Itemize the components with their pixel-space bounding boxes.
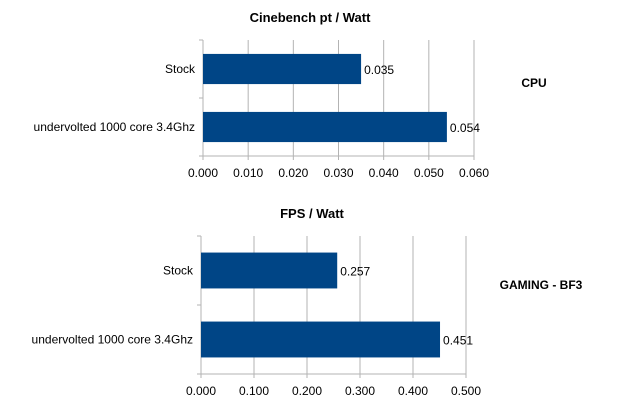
gaming-x-tick-label: 0.200 [292, 384, 322, 398]
cpu-x-tick-label: 0.020 [278, 166, 308, 180]
chart-cpu-plot: 0.000 0.010 0.020 0.030 0.040 0.050 0.060 Stock… [34, 39, 489, 180]
chart-cpu-title: Cinebench pt / Watt [250, 10, 372, 25]
chart-gaming-plot: 0.000 0.100 0.200 0.300 0.400 0.500 Stock 0.257… [32, 235, 481, 398]
cpu-x-tick-label: 0.010 [233, 166, 263, 180]
gaming-bar-undervolted [201, 321, 441, 358]
chart-gaming-side-label: GAMING - BF3 [500, 278, 583, 292]
cpu-bar-undervolted [203, 111, 447, 143]
gaming-category-label: undervolted 1000 core 3.4Ghz [32, 333, 193, 347]
chart-cpu-side-label: CPU [521, 76, 546, 90]
cpu-bar-stock [203, 53, 362, 85]
cpu-category-label: Stock [165, 62, 196, 76]
gaming-x-tick-label: 0.300 [345, 384, 375, 398]
chart-cpu: Cinebench pt / Watt CPU 0.000 0.010 0.020 0… [34, 10, 547, 180]
cpu-x-tick-label: 0.060 [459, 166, 489, 180]
chart-gaming-title: FPS / Watt [280, 206, 344, 221]
cpu-x-tick-label: 0.050 [414, 166, 444, 180]
cpu-category-label: undervolted 1000 core 3.4Ghz [34, 120, 195, 134]
cpu-x-tick-label: 0.030 [323, 166, 353, 180]
cpu-data-label: 0.054 [450, 121, 480, 135]
gaming-category-label: Stock [163, 264, 194, 278]
gaming-bar-stock [201, 252, 338, 289]
chart-gaming: FPS / Watt GAMING - BF3 0.000 0.100 0.200 0… [32, 206, 583, 398]
gaming-x-tick-label: 0.500 [451, 384, 481, 398]
cpu-data-label: 0.035 [364, 63, 394, 77]
cpu-x-tick-label: 0.040 [369, 166, 399, 180]
gaming-x-tick-label: 0.100 [239, 384, 269, 398]
gaming-x-tick-label: 0.000 [186, 384, 216, 398]
cpu-x-tick-label: 0.000 [188, 166, 218, 180]
gaming-x-tick-label: 0.400 [398, 384, 428, 398]
gaming-data-label: 0.257 [340, 265, 370, 279]
gaming-data-label: 0.451 [443, 334, 473, 348]
